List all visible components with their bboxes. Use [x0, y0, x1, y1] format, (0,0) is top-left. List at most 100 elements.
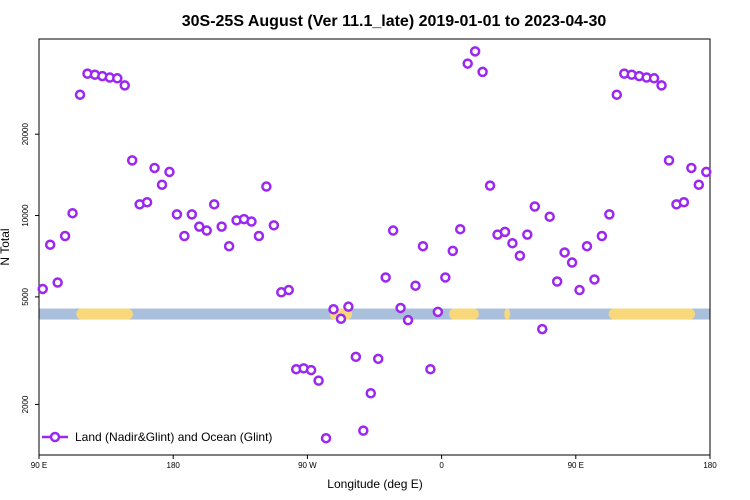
data-point — [261, 181, 272, 192]
data-point — [395, 302, 406, 314]
data-point — [67, 207, 78, 219]
data-point — [440, 272, 451, 283]
data-point — [268, 220, 280, 231]
data-point — [387, 225, 399, 236]
data-point — [484, 180, 496, 191]
data-point — [566, 257, 578, 268]
plot-frame — [38, 38, 711, 456]
data-point — [246, 216, 257, 227]
ocean-band — [39, 308, 710, 320]
data-point — [343, 301, 354, 312]
data-point — [380, 272, 391, 283]
data-point — [126, 155, 138, 166]
y-tick-label: 10000 — [21, 204, 30, 227]
data-point — [149, 162, 160, 174]
land-segment — [608, 308, 696, 320]
data-point — [499, 226, 511, 238]
data-point — [477, 66, 488, 78]
data-point — [141, 196, 153, 208]
data-point — [186, 209, 198, 220]
legend: Land (Nadir&Glint) and Ocean (Glint) — [42, 430, 272, 444]
y-tick-label: 5000 — [21, 287, 30, 305]
surface-band — [39, 308, 710, 320]
data-point — [559, 247, 570, 258]
data-point — [589, 274, 600, 285]
data-point — [417, 240, 429, 252]
data-point — [447, 245, 459, 257]
y-tick-label: 2000 — [21, 395, 30, 413]
data-point — [678, 196, 690, 208]
data-point — [514, 250, 526, 261]
data-point — [663, 155, 675, 166]
data-point — [74, 89, 86, 100]
data-point — [425, 363, 436, 375]
x-axis-label: Longitude (deg E) — [327, 477, 422, 491]
data-point — [402, 314, 414, 326]
data-point — [283, 284, 295, 296]
data-point — [529, 201, 541, 212]
axis-ticks: 90 E 180 90 W 0 90 E 180 2000 5000 10000 20000 — [21, 123, 717, 470]
data-point — [164, 166, 175, 178]
data-point — [328, 304, 339, 315]
data-point — [656, 80, 667, 91]
data-point — [574, 284, 585, 296]
data-point — [305, 364, 317, 376]
x-tick-label: 0 — [439, 461, 444, 470]
data-point — [320, 432, 332, 444]
data-point — [544, 211, 555, 222]
data-point — [112, 73, 123, 84]
data-points — [37, 46, 712, 444]
data-point — [37, 283, 48, 295]
data-point — [208, 199, 220, 210]
data-point — [522, 229, 533, 240]
data-point — [372, 353, 384, 365]
data-point — [313, 375, 324, 386]
data-point — [350, 351, 362, 363]
data-point — [119, 80, 130, 91]
x-tick-label: 180 — [703, 461, 717, 470]
data-point — [686, 162, 697, 174]
land-segment — [76, 308, 133, 320]
data-point — [648, 73, 660, 84]
x-tick-label: 90 E — [31, 461, 47, 470]
land-segment — [504, 308, 511, 320]
data-point — [693, 179, 705, 190]
data-point — [596, 230, 608, 242]
data-point — [410, 280, 421, 291]
data-point — [171, 209, 183, 220]
x-tick-label: 90 E — [568, 461, 584, 470]
data-point — [253, 230, 265, 242]
x-tick-label: 180 — [167, 461, 181, 470]
land-segment — [449, 308, 479, 320]
data-point — [551, 276, 563, 287]
data-point — [701, 166, 712, 178]
data-point — [581, 240, 593, 252]
legend-label: Land (Nadir&Glint) and Ocean (Glint) — [75, 430, 272, 444]
data-point — [44, 239, 56, 250]
data-point — [432, 306, 444, 318]
data-point — [358, 425, 369, 436]
data-point — [52, 277, 63, 288]
y-axis-label: N Total — [0, 228, 12, 265]
data-point — [201, 225, 212, 236]
data-point — [454, 223, 466, 235]
data-point — [156, 179, 168, 190]
data-point — [223, 240, 235, 252]
data-point — [469, 46, 481, 57]
data-point — [507, 237, 518, 249]
data-point — [179, 230, 190, 242]
data-point — [216, 221, 227, 232]
data-point — [59, 230, 71, 242]
y-tick-label: 20000 — [21, 123, 30, 146]
data-point — [462, 58, 473, 69]
data-point — [537, 323, 548, 335]
data-point — [335, 313, 347, 325]
data-point — [365, 388, 377, 399]
data-point — [611, 89, 623, 100]
data-point — [604, 209, 615, 220]
chart-title: 30S-25S August (Ver 11.1_late) 2019-01-0… — [182, 13, 607, 30]
legend-marker — [49, 431, 61, 443]
x-tick-label: 90 W — [298, 461, 317, 470]
